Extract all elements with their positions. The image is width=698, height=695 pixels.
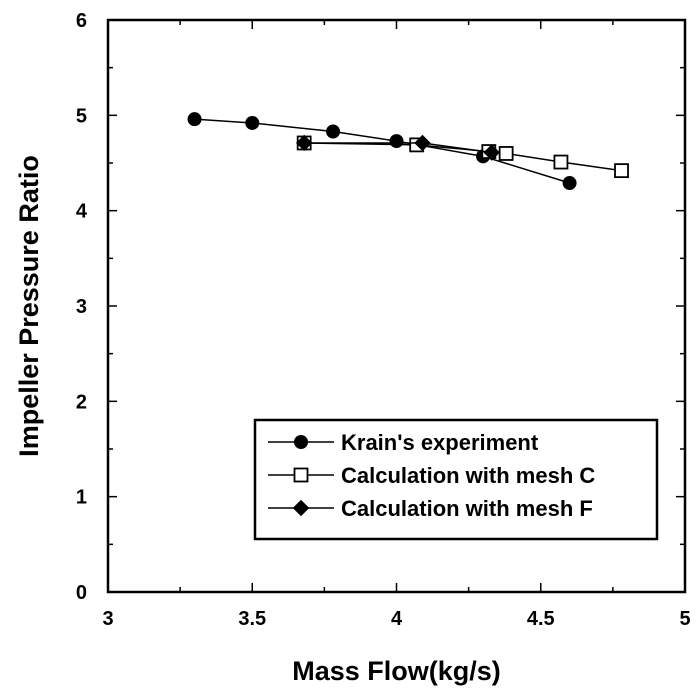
y-tick-label: 3 xyxy=(76,296,87,318)
data-point xyxy=(562,176,577,191)
legend-marker xyxy=(294,435,308,449)
legend-item: Krain's experiment xyxy=(268,430,539,455)
data-point xyxy=(483,144,500,161)
x-axis-title: Mass Flow(kg/s) xyxy=(292,656,501,686)
x-tick-label: 4.5 xyxy=(527,608,555,630)
x-tick-label: 3.5 xyxy=(238,608,266,630)
legend-item: Calculation with mesh C xyxy=(268,463,595,488)
plot-frame xyxy=(106,18,687,594)
legend-label: Calculation with mesh C xyxy=(341,463,595,488)
series-3 xyxy=(295,134,500,161)
y-tick-label: 6 xyxy=(76,10,87,32)
legend: Krain's experiment Calculation with mesh … xyxy=(253,418,659,541)
x-tick-label: 5 xyxy=(679,608,690,630)
data-point xyxy=(295,134,313,152)
data-point xyxy=(553,154,569,170)
data-point xyxy=(245,115,260,130)
y-axis-title: Impeller Pressure Ratio xyxy=(14,155,44,457)
y-tick-label: 4 xyxy=(76,201,88,223)
legend-label: Calculation with mesh F xyxy=(341,496,593,521)
tick-labels-layer: 3 3.5 4 4.5 5 0 1 2 3 4 5 6 xyxy=(76,10,691,630)
y-tick-label: 1 xyxy=(76,487,87,509)
series-line xyxy=(304,142,622,172)
x-tick-label: 3 xyxy=(102,608,113,630)
data-point xyxy=(326,124,341,139)
x-tick-label: 4 xyxy=(391,608,403,630)
legend-marker xyxy=(292,499,310,517)
legend-label: Krain's experiment xyxy=(341,430,539,455)
series-line xyxy=(194,118,570,184)
series-1 xyxy=(187,112,577,191)
y-tick-label: 2 xyxy=(76,391,87,413)
data-point xyxy=(614,163,629,179)
y-tick-label: 0 xyxy=(76,582,87,604)
y-tick-label: 5 xyxy=(76,105,87,127)
legend-items: Krain's experiment Calculation with mesh … xyxy=(268,430,595,521)
data-point xyxy=(414,134,431,152)
series-layer xyxy=(187,112,629,191)
legend-item: Calculation with mesh F xyxy=(268,496,593,521)
data-point xyxy=(187,112,202,127)
legend-marker xyxy=(293,467,309,483)
legend-box xyxy=(253,418,659,541)
data-point xyxy=(498,146,514,161)
data-point xyxy=(389,134,404,149)
